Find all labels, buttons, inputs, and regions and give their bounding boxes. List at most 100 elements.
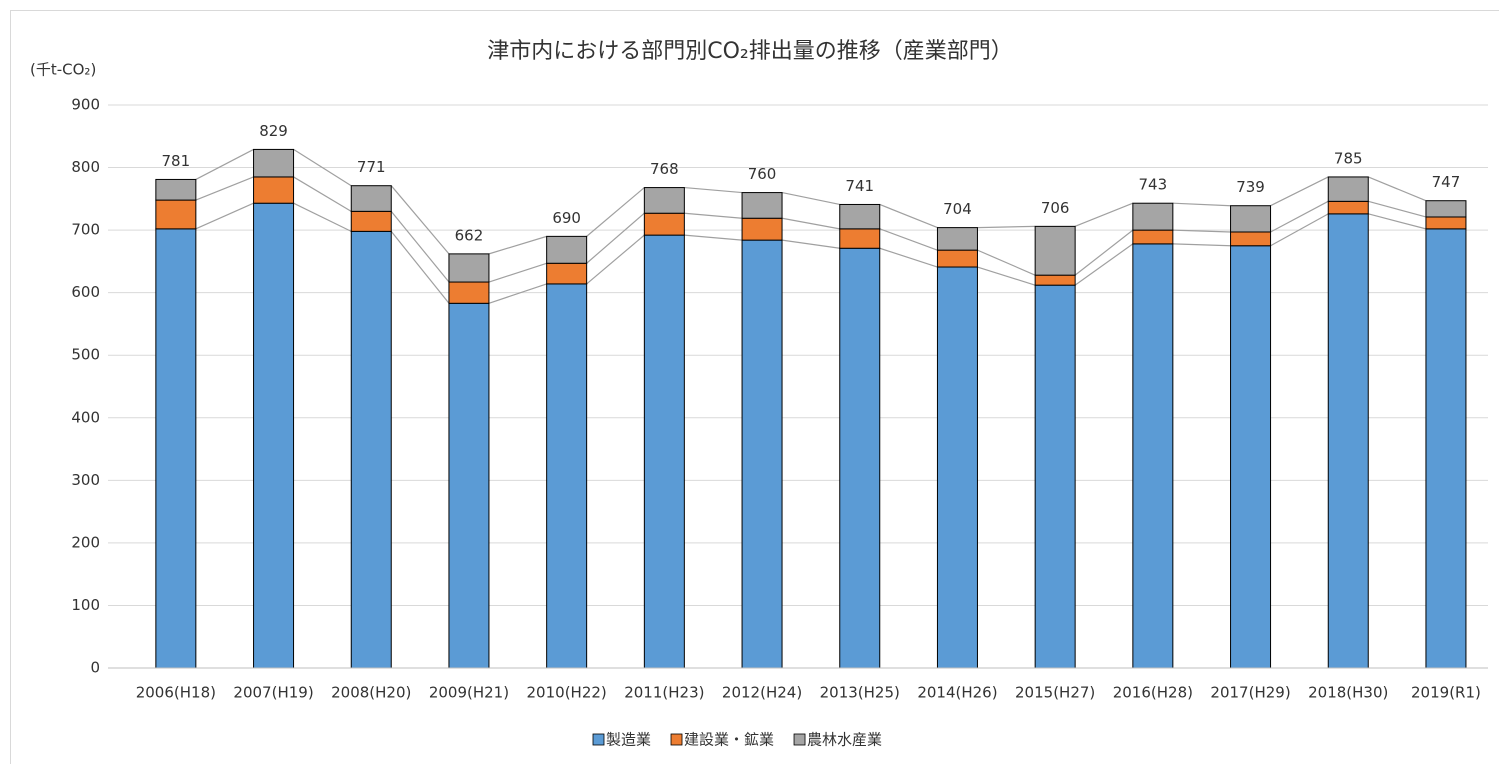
y-axis-label: (千t-CO₂): [30, 61, 96, 79]
x-tick-label: 2008(H20): [331, 684, 411, 702]
total-label: 704: [943, 200, 972, 218]
series-line: [1074, 202, 1134, 227]
x-tick-label: 2014(H26): [917, 684, 997, 702]
series-line: [1074, 229, 1134, 276]
series-line: [1172, 229, 1231, 233]
x-tick-label: 2018(H30): [1308, 684, 1388, 702]
bar-segment: [155, 178, 197, 201]
series-line: [488, 235, 547, 255]
series-line: [1270, 200, 1329, 233]
y-tick-label: 600: [71, 283, 100, 301]
total-label: 781: [162, 152, 191, 170]
bar-segment: [643, 212, 685, 236]
x-tick-label: 2015(H27): [1015, 684, 1095, 702]
series-line: [488, 262, 547, 283]
bar-segment: [253, 202, 295, 669]
bar-segment: [546, 235, 588, 264]
x-tick-label: 2013(H25): [820, 684, 900, 702]
series-line: [1368, 200, 1427, 218]
bar-segment: [936, 227, 978, 251]
x-tick-label: 2016(H28): [1113, 684, 1193, 702]
bar-segment: [741, 217, 783, 241]
bar-segment: [1230, 205, 1272, 233]
bar-segment: [1132, 229, 1174, 245]
x-tick-label: 2011(H23): [624, 684, 704, 702]
series-line: [195, 148, 254, 180]
bar-segment: [643, 234, 685, 669]
series-line: [879, 228, 938, 251]
bar-segment: [448, 253, 490, 283]
bar-segment: [350, 185, 392, 212]
series-line: [390, 185, 450, 255]
x-tick-label: 2007(H19): [233, 684, 313, 702]
series-line: [879, 203, 938, 229]
bar-segment: [839, 228, 881, 249]
total-label: 768: [650, 160, 679, 178]
total-label: 706: [1041, 199, 1070, 217]
series-line: [1368, 213, 1427, 230]
bar-segment: [936, 249, 978, 268]
x-tick-label: 2009(H21): [429, 684, 509, 702]
x-tick-label: 2017(H29): [1210, 684, 1290, 702]
total-label: 739: [1236, 178, 1265, 196]
bar-segment: [253, 148, 295, 178]
series-line: [1172, 243, 1231, 247]
series-line: [586, 234, 645, 285]
series-line: [684, 212, 743, 219]
series-line: [977, 249, 1036, 276]
series-line: [1270, 213, 1329, 247]
bar-segment: [350, 230, 392, 669]
y-tick-label: 100: [71, 596, 100, 614]
series-line: [1368, 176, 1427, 202]
bar-segment: [546, 262, 588, 285]
bar-segment: [1425, 228, 1467, 669]
bar-segment: [1327, 213, 1369, 669]
bar-segment: [1034, 274, 1076, 286]
total-label: 771: [357, 158, 386, 176]
bar-segment: [1132, 243, 1174, 669]
total-label: 785: [1334, 149, 1363, 167]
total-label: 760: [748, 165, 777, 183]
series-line: [488, 283, 547, 304]
legend-swatch: [793, 733, 806, 746]
bar-segment: [350, 210, 392, 232]
chart-title: 津市内における部門別CO₂排出量の推移（産業部門）: [487, 39, 1013, 64]
bar-segment: [448, 302, 490, 669]
series-line: [781, 239, 840, 249]
bar-segment: [643, 187, 685, 214]
series-line: [586, 212, 645, 264]
bar-segment: [1425, 200, 1467, 218]
bar-segment: [448, 281, 490, 304]
bar-segment: [839, 203, 881, 230]
legend-swatch: [592, 733, 605, 746]
series-line: [781, 191, 840, 206]
y-tick-label: 300: [71, 471, 100, 489]
x-tick-label: 2006(H18): [136, 684, 216, 702]
series-line: [293, 176, 352, 212]
bar-segment: [253, 176, 295, 204]
legend-label: 製造業: [606, 731, 651, 749]
x-tick-label: 2010(H22): [527, 684, 607, 702]
series-line: [195, 176, 254, 201]
bar-segment: [1230, 245, 1272, 669]
total-label: 662: [455, 226, 484, 244]
total-label: 829: [259, 122, 288, 140]
series-line: [684, 234, 743, 241]
y-tick-label: 0: [90, 659, 100, 677]
bar-segment: [1132, 202, 1174, 231]
y-tick-label: 700: [71, 221, 100, 239]
bar-segment: [741, 192, 783, 219]
series-line: [293, 148, 352, 187]
series-line: [293, 202, 352, 232]
y-tick-label: 400: [71, 408, 100, 426]
total-label: 743: [1139, 176, 1168, 194]
legend-label: 農林水産業: [807, 731, 882, 749]
bar-segment: [155, 199, 197, 230]
bar-segment: [936, 266, 978, 669]
bar-segment: [1034, 284, 1076, 669]
series-line: [390, 230, 450, 304]
total-label: 741: [845, 177, 874, 195]
series-line: [1074, 243, 1134, 286]
chart-border: [10, 10, 1499, 764]
bar-segment: [1425, 216, 1467, 230]
